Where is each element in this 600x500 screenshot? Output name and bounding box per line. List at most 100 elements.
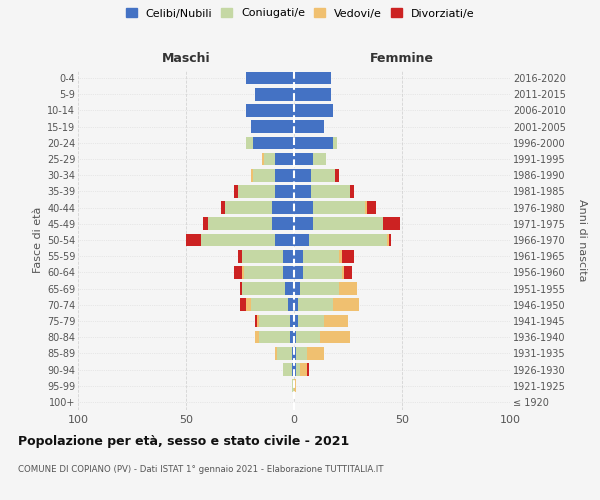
Text: COMUNE DI COPIANO (PV) - Dati ISTAT 1° gennaio 2021 - Elaborazione TUTTITALIA.IT: COMUNE DI COPIANO (PV) - Dati ISTAT 1° g… bbox=[18, 465, 383, 474]
Bar bbox=[272, 218, 294, 230]
Text: Maschi: Maschi bbox=[161, 52, 211, 65]
Bar bbox=[311, 185, 350, 198]
Text: Popolazione per età, sesso e stato civile - 2021: Popolazione per età, sesso e stato civil… bbox=[18, 435, 349, 448]
Bar bbox=[283, 266, 294, 278]
Bar bbox=[350, 185, 355, 198]
Bar bbox=[298, 298, 333, 311]
Bar bbox=[302, 250, 340, 262]
Bar bbox=[255, 314, 257, 328]
Bar bbox=[255, 331, 259, 344]
Bar bbox=[201, 234, 275, 246]
Bar bbox=[340, 250, 341, 262]
Legend: Celibi/Nubili, Coniugati/e, Vedovi/e, Divorziati/e: Celibi/Nubili, Coniugati/e, Vedovi/e, Di… bbox=[125, 8, 475, 18]
Bar bbox=[253, 136, 294, 149]
Bar bbox=[333, 136, 337, 149]
Bar bbox=[283, 363, 292, 376]
Bar bbox=[208, 218, 272, 230]
Bar bbox=[238, 250, 242, 262]
Bar bbox=[294, 169, 311, 181]
Bar bbox=[320, 331, 350, 344]
Bar bbox=[313, 152, 326, 166]
Bar bbox=[296, 331, 320, 344]
Bar bbox=[311, 169, 335, 181]
Bar bbox=[383, 218, 400, 230]
Bar bbox=[389, 234, 391, 246]
Bar bbox=[292, 363, 294, 376]
Bar bbox=[242, 250, 283, 262]
Bar bbox=[290, 331, 294, 344]
Bar bbox=[262, 152, 264, 166]
Bar bbox=[294, 136, 333, 149]
Bar bbox=[302, 266, 341, 278]
Bar bbox=[275, 347, 277, 360]
Bar bbox=[275, 234, 294, 246]
Bar bbox=[294, 282, 301, 295]
Bar bbox=[344, 266, 352, 278]
Bar bbox=[341, 250, 355, 262]
Bar bbox=[292, 347, 294, 360]
Bar bbox=[367, 202, 376, 214]
Bar bbox=[341, 266, 344, 278]
Bar bbox=[301, 282, 340, 295]
Bar bbox=[294, 380, 296, 392]
Bar bbox=[244, 266, 283, 278]
Bar bbox=[283, 250, 294, 262]
Bar bbox=[225, 202, 272, 214]
Bar bbox=[253, 169, 275, 181]
Bar bbox=[292, 380, 294, 392]
Bar bbox=[251, 169, 253, 181]
Bar bbox=[313, 218, 383, 230]
Bar bbox=[186, 234, 201, 246]
Bar bbox=[290, 314, 294, 328]
Bar bbox=[240, 298, 247, 311]
Bar bbox=[251, 120, 294, 133]
Bar bbox=[287, 298, 294, 311]
Bar bbox=[286, 282, 294, 295]
Bar bbox=[255, 88, 294, 101]
Bar bbox=[296, 363, 301, 376]
Bar bbox=[240, 282, 242, 295]
Bar bbox=[294, 347, 296, 360]
Bar bbox=[309, 234, 387, 246]
Bar bbox=[301, 363, 307, 376]
Bar bbox=[307, 347, 324, 360]
Bar bbox=[247, 72, 294, 85]
Bar bbox=[365, 202, 367, 214]
Bar bbox=[275, 152, 294, 166]
Bar bbox=[242, 266, 244, 278]
Text: Femmine: Femmine bbox=[370, 52, 434, 65]
Bar bbox=[277, 347, 292, 360]
Bar bbox=[275, 185, 294, 198]
Bar bbox=[296, 347, 307, 360]
Y-axis label: Fasce di età: Fasce di età bbox=[32, 207, 43, 273]
Bar bbox=[233, 266, 242, 278]
Bar bbox=[275, 169, 294, 181]
Bar bbox=[294, 72, 331, 85]
Bar bbox=[233, 185, 238, 198]
Bar bbox=[294, 250, 302, 262]
Bar bbox=[298, 314, 324, 328]
Bar bbox=[257, 314, 259, 328]
Bar bbox=[247, 298, 251, 311]
Bar bbox=[294, 266, 302, 278]
Bar bbox=[313, 202, 365, 214]
Bar bbox=[294, 331, 296, 344]
Bar bbox=[294, 120, 324, 133]
Bar bbox=[264, 152, 275, 166]
Bar bbox=[387, 234, 389, 246]
Bar bbox=[294, 185, 311, 198]
Bar bbox=[294, 363, 296, 376]
Bar bbox=[324, 314, 348, 328]
Bar bbox=[259, 331, 290, 344]
Bar bbox=[294, 88, 331, 101]
Bar bbox=[247, 104, 294, 117]
Bar bbox=[307, 363, 309, 376]
Bar bbox=[294, 298, 298, 311]
Bar bbox=[294, 152, 313, 166]
Bar bbox=[294, 234, 309, 246]
Bar bbox=[251, 298, 287, 311]
Bar bbox=[242, 282, 286, 295]
Bar bbox=[340, 282, 356, 295]
Bar bbox=[294, 202, 313, 214]
Bar bbox=[333, 298, 359, 311]
